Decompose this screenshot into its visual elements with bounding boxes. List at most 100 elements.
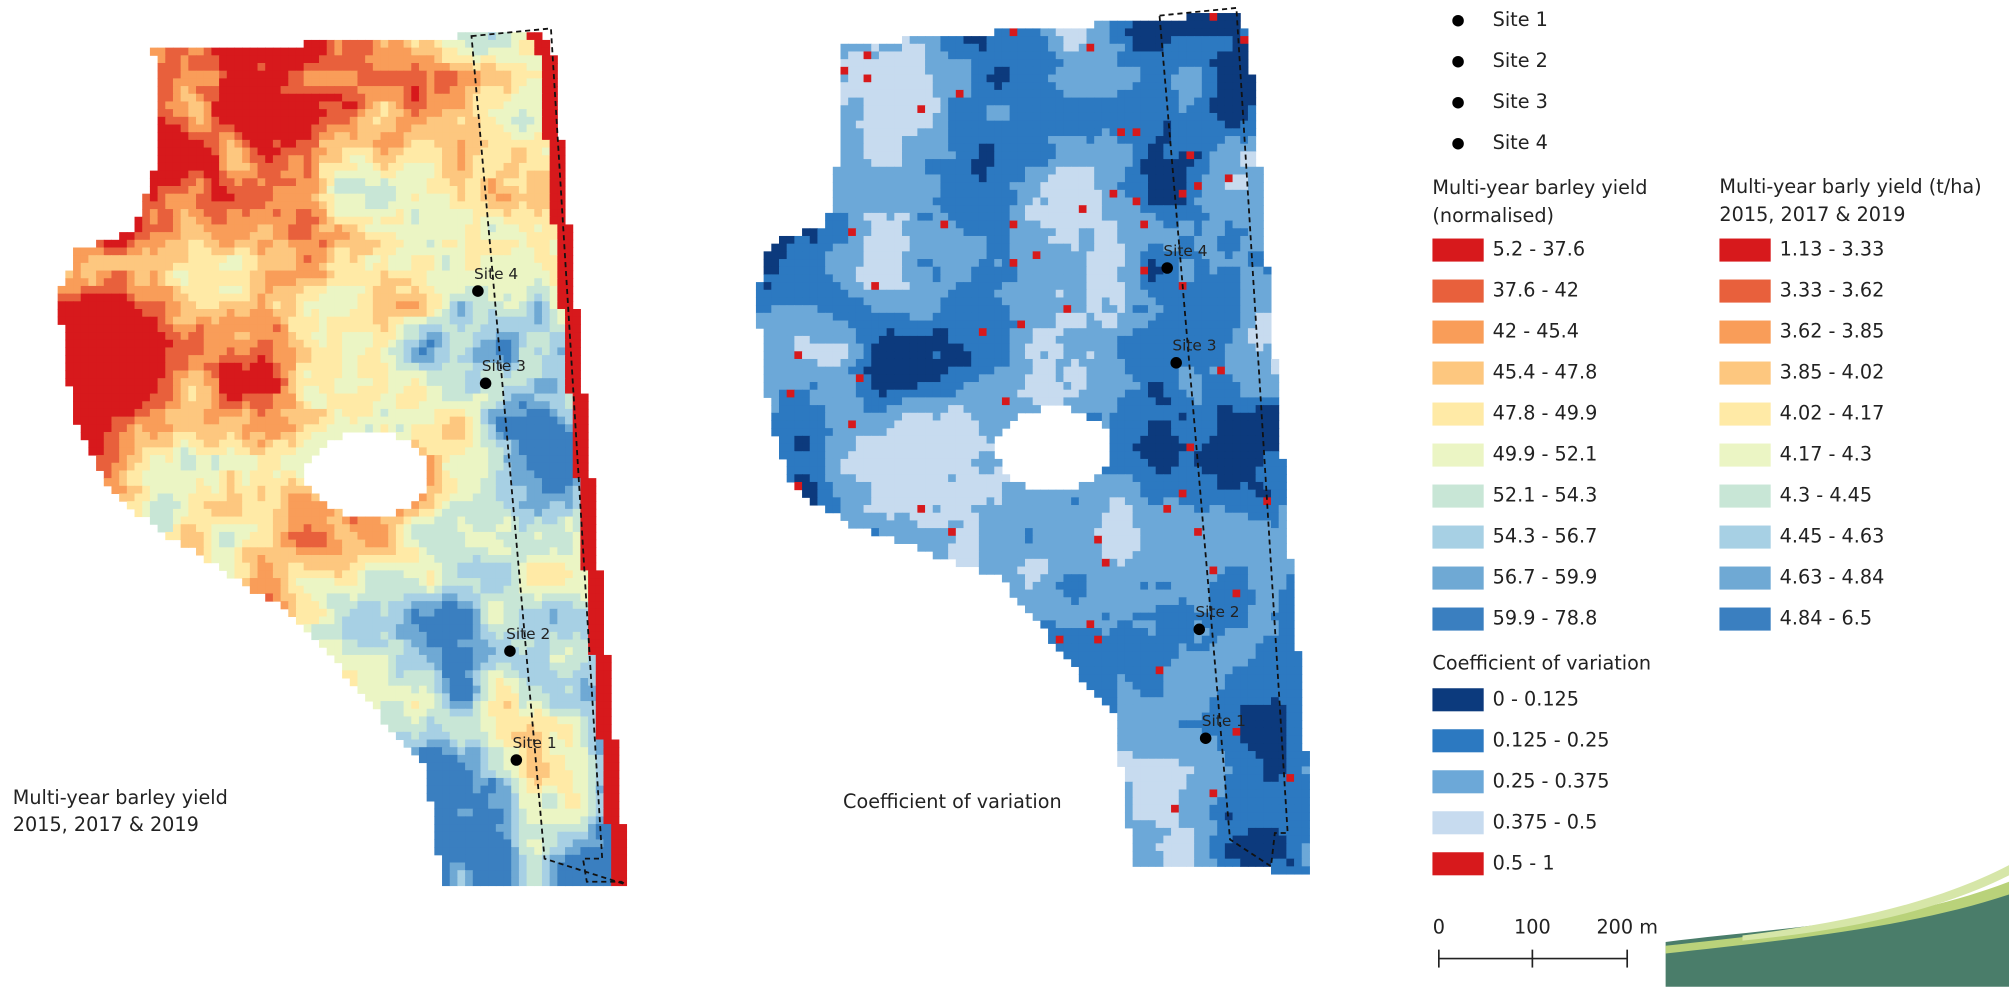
raster-cell [319, 140, 327, 148]
raster-cell [450, 201, 458, 209]
raster-cell [311, 440, 319, 448]
raster-cell [381, 286, 389, 294]
raster-cell [427, 294, 435, 302]
raster-cell [419, 148, 427, 156]
raster-cell [296, 101, 304, 109]
raster-cell [419, 109, 427, 117]
raster-cell [465, 86, 473, 94]
raster-cell [404, 716, 412, 724]
raster-cell [419, 417, 427, 425]
raster-cell [373, 94, 381, 102]
raster-cell [534, 117, 542, 125]
raster-cell [450, 101, 458, 109]
raster-cell [473, 563, 481, 571]
raster-cell [304, 540, 312, 548]
raster-cell [527, 55, 535, 63]
raster-cell [550, 286, 558, 294]
raster-cell [181, 294, 189, 302]
raster-cell [511, 332, 519, 340]
raster-cell [296, 617, 304, 625]
raster-cell [265, 470, 273, 478]
raster-cell [365, 371, 373, 379]
raster-cell [250, 586, 258, 594]
raster-cell [242, 271, 250, 279]
raster-cell [334, 109, 342, 117]
raster-cell [219, 178, 227, 186]
raster-cell [173, 447, 181, 455]
raster-cell [434, 40, 442, 48]
raster-cell [411, 624, 419, 632]
raster-cell [588, 509, 596, 517]
raster-cell [242, 301, 250, 309]
raster-cell [480, 163, 488, 171]
raster-cell [519, 155, 527, 163]
raster-cell [434, 586, 442, 594]
raster-cell [450, 778, 458, 786]
raster-cell [204, 470, 212, 478]
raster-cell [381, 701, 389, 709]
raster-cell [181, 394, 189, 402]
raster-cell [234, 286, 242, 294]
raster-cell [96, 386, 104, 394]
raster-cell [542, 94, 550, 102]
raster-cell [519, 286, 527, 294]
raster-cell [119, 417, 127, 425]
raster-cell [142, 271, 150, 279]
raster-cell [211, 109, 219, 117]
raster-cell [158, 355, 166, 363]
raster-cell [304, 486, 312, 494]
raster-cell [227, 455, 235, 463]
raster-cell [304, 209, 312, 217]
raster-cell [296, 171, 304, 179]
raster-cell [457, 578, 465, 586]
raster-cell [327, 117, 335, 125]
raster-cell [488, 693, 496, 701]
raster-cell [319, 309, 327, 317]
raster-cell [411, 593, 419, 601]
raster-cell [419, 117, 427, 125]
raster-cell [473, 593, 481, 601]
raster-cell [396, 40, 404, 48]
raster-cell [442, 509, 450, 517]
raster-cell [150, 248, 158, 256]
raster-cell [242, 524, 250, 532]
raster-cell [150, 317, 158, 325]
raster-cell [150, 286, 158, 294]
raster-cell [365, 655, 373, 663]
raster-cell [319, 586, 327, 594]
raster-cell [119, 470, 127, 478]
raster-cell [496, 48, 504, 56]
raster-cell [350, 378, 358, 386]
raster-cell [196, 517, 204, 525]
raster-cell [534, 455, 542, 463]
raster-cell [165, 71, 173, 79]
raster-cell [158, 71, 166, 79]
raster-cell [480, 716, 488, 724]
raster-cell [450, 217, 458, 225]
raster-cell [465, 148, 473, 156]
raster-cell [496, 524, 504, 532]
raster-cell [550, 547, 558, 555]
raster-cell [288, 163, 296, 171]
raster-cell [496, 555, 504, 563]
raster-cell [388, 178, 396, 186]
raster-cell [434, 647, 442, 655]
raster-cell [227, 140, 235, 148]
raster-cell [227, 155, 235, 163]
raster-cell [173, 340, 181, 348]
raster-cell [181, 317, 189, 325]
raster-cell [196, 248, 204, 256]
raster-cell [488, 447, 496, 455]
raster-cell [173, 63, 181, 71]
raster-cell [227, 540, 235, 548]
raster-cell [457, 632, 465, 640]
raster-cell [365, 593, 373, 601]
raster-cell [542, 793, 550, 801]
raster-cell [542, 578, 550, 586]
raster-cell [296, 148, 304, 156]
raster-cell [281, 232, 289, 240]
raster-cell [365, 194, 373, 202]
raster-cell [250, 86, 258, 94]
raster-cell [127, 417, 135, 425]
raster-cell [557, 440, 565, 448]
